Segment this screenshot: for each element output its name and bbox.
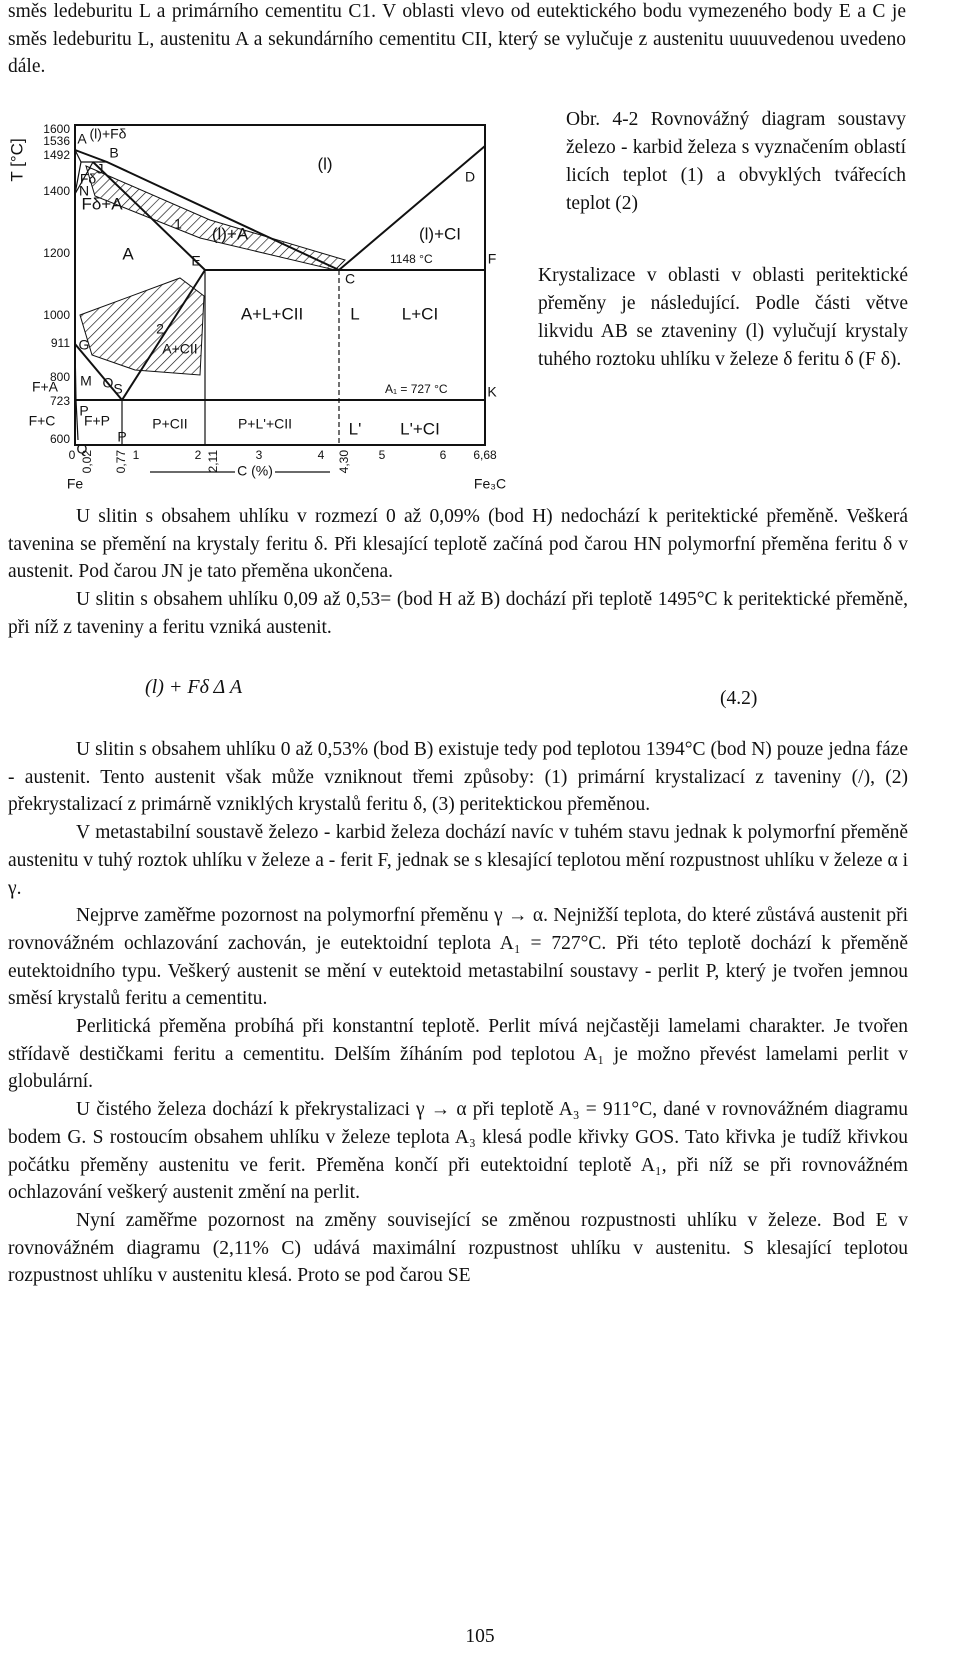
carbon-label: 2	[195, 448, 202, 462]
gp-line	[74, 343, 77, 401]
diagram-lines	[74, 124, 486, 473]
temperature-label: 800	[50, 370, 70, 384]
axis-end: Fe₃C	[474, 476, 506, 492]
point-label: O	[103, 375, 114, 391]
point-label: Q	[77, 441, 88, 457]
text-block: U slitin s obsahem uhlíku v rozmezí 0 až…	[8, 503, 908, 642]
region-label: F+A	[32, 379, 59, 395]
paragraph: U slitin s obsahem uhlíku v rozmezí 0 až…	[8, 506, 908, 583]
point-label: D	[465, 169, 475, 185]
region-label: L'	[349, 419, 362, 438]
region-label: P	[117, 429, 126, 445]
intro-text: směs ledeburitu L a primárního cementitu…	[8, 1, 906, 78]
point-label: E	[191, 253, 200, 269]
carbon-label: 4,30	[337, 450, 351, 474]
paragraph: Nyní zaměřme pozornost na změny souvisej…	[8, 1209, 908, 1287]
carbon-label: 3	[256, 448, 263, 462]
point-label: G	[79, 337, 90, 353]
temperature-label: 1200	[43, 246, 70, 260]
region-label: Fδ	[80, 171, 97, 187]
region-label: F+P	[84, 413, 110, 429]
region-label: L+CI	[402, 304, 438, 323]
paragraph: U slitin s obsahem uhlíku 0 až 0,53% (bo…	[8, 739, 908, 816]
carbon-label: 0,02	[80, 450, 94, 474]
region-label: (l)+A	[212, 224, 249, 243]
paragraph: Perlitická přeměna probíhá při konstantn…	[8, 1016, 908, 1093]
annotation: A₁ = 727 °C	[385, 382, 448, 396]
point-label: J	[97, 161, 104, 177]
region-label: F+C	[29, 413, 56, 429]
point-label: P	[79, 403, 88, 419]
carbon-label: 1	[133, 448, 140, 462]
liquidus	[74, 145, 486, 272]
temperature-label: 1536	[43, 134, 70, 148]
y-axis-label: T [°C]	[7, 138, 26, 181]
region-label: P+L'+CII	[238, 416, 292, 432]
temperature-label: 1000	[43, 308, 70, 322]
paragraph: U slitin s obsahem uhlíku 0,09 až 0,53= …	[8, 589, 908, 638]
region-label: A+CII	[162, 341, 197, 357]
carbon-label: 2,11	[206, 450, 220, 473]
axis-end: Fe	[67, 476, 84, 492]
carbon-label: 4	[318, 448, 325, 462]
point-label: 2	[156, 321, 164, 337]
region-label: L	[350, 304, 359, 323]
carbon-label: 0	[69, 448, 76, 462]
point-label: S	[113, 381, 122, 397]
region-label: L'+CI	[400, 419, 440, 438]
region-label: (l)	[317, 154, 332, 173]
region-label: A	[122, 244, 134, 263]
temperature-label: 1600	[43, 122, 70, 136]
region-label: (l)+Fδ	[90, 126, 127, 142]
page-number: 105	[465, 1626, 495, 1647]
carbon-label: 0,77	[114, 450, 128, 474]
forming-zone	[79, 277, 205, 376]
region-label: A+L+CII	[241, 304, 303, 323]
x-axis-label: C (%)	[237, 463, 273, 479]
temperature-label: 1492	[43, 148, 70, 162]
paragraph: U čistého železa dochází k překrystaliza…	[8, 1099, 908, 1204]
region-label: Fδ+A	[81, 194, 123, 213]
point-label: F	[488, 251, 497, 267]
figure-caption: Obr. 4-2 Rovnovážný diagram soustavy žel…	[566, 109, 906, 214]
solidus	[92, 161, 206, 271]
side-text: Krystalizace v oblasti v oblasti peritek…	[538, 265, 908, 370]
region-label: P+CII	[152, 416, 187, 432]
frame	[74, 124, 486, 446]
carbon-label: 6	[440, 448, 447, 462]
paragraph: Nejprve zaměřme pozornost na polymorfní …	[8, 905, 908, 1010]
point-label: A	[77, 131, 87, 147]
point-label: N	[79, 183, 89, 199]
equation-number: (4.2)	[720, 688, 758, 709]
pq-line	[75, 399, 79, 441]
phase-diagram: T [°C] 160015361492140012001000911800723…	[7, 122, 506, 492]
carbon-label: 5	[379, 448, 386, 462]
carbon-label: 6,68	[473, 448, 497, 462]
paragraph: V metastabilní soustavě železo - karbid …	[8, 822, 908, 899]
temperature-label: 1400	[43, 184, 70, 198]
temperature-label: 723	[50, 394, 70, 408]
annotation: 1148 °C	[390, 252, 433, 266]
temperature-label: 911	[51, 336, 70, 350]
equation: (l) + Fδ Δ A	[145, 676, 243, 698]
point-label: C	[345, 271, 355, 287]
point-label: B	[109, 145, 118, 161]
point-label: M	[80, 373, 92, 389]
region-label: (l)+CI	[419, 224, 461, 243]
text-block: U slitin s obsahem uhlíku 0 až 0,53% (bo…	[8, 736, 908, 1290]
point-label: K	[487, 384, 497, 400]
point-label: 1	[174, 216, 182, 232]
delta-lines	[74, 161, 94, 195]
temperature-label: 600	[50, 432, 70, 446]
